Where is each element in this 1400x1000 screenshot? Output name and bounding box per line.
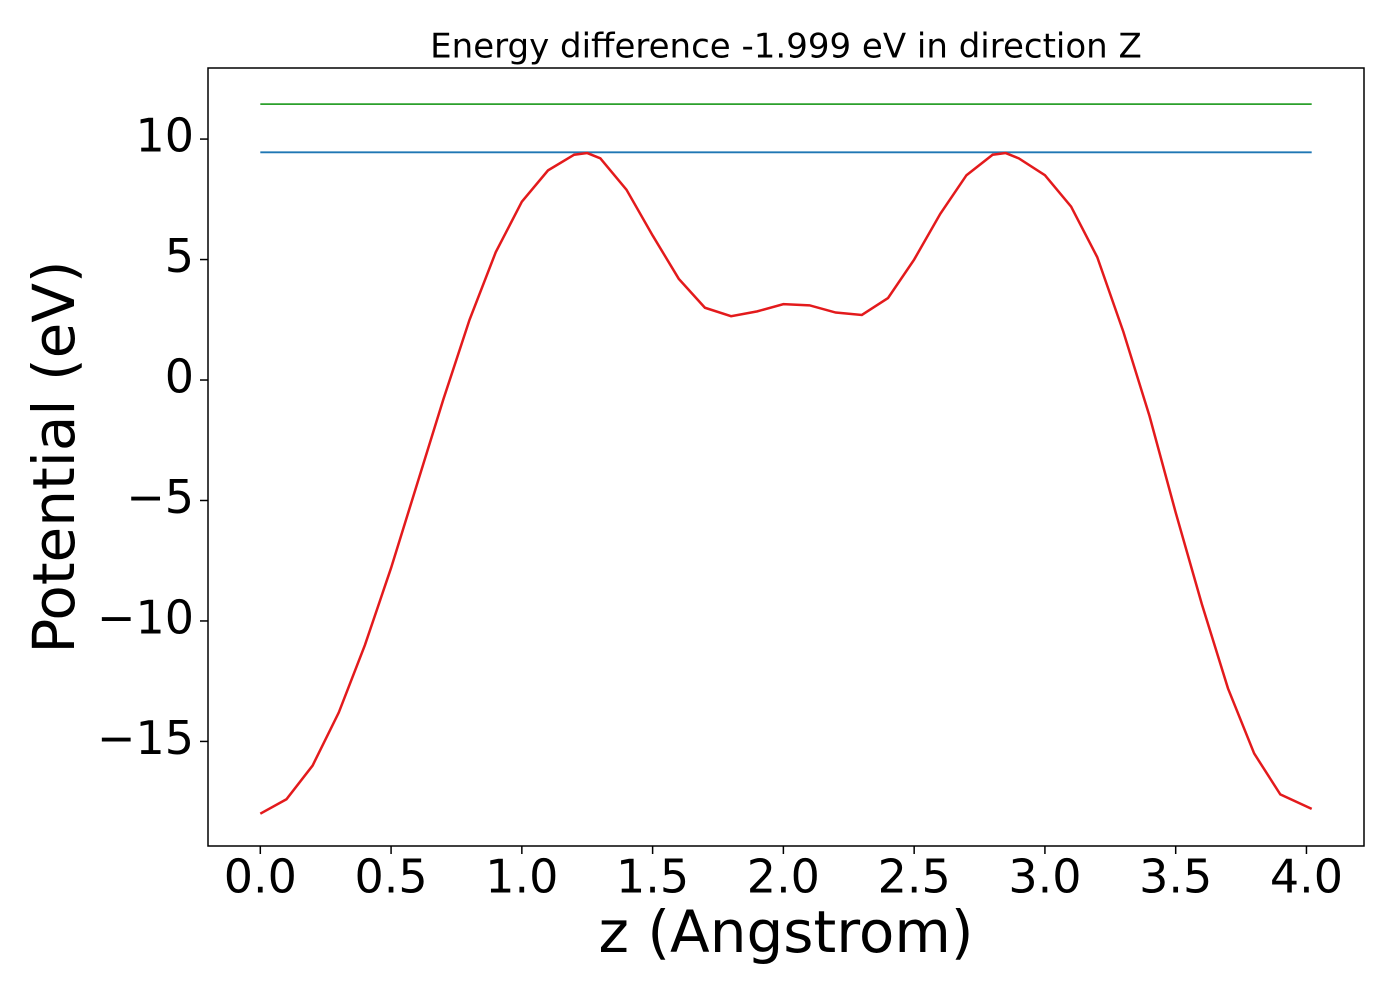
y-tick-label: −10: [97, 590, 194, 644]
x-tick-label: 0.5: [354, 850, 427, 904]
y-tick-label: −15: [97, 711, 194, 765]
x-tick-label: 2.5: [878, 850, 951, 904]
x-tick-label: 1.5: [616, 850, 689, 904]
y-axis-label: Potential (eV): [20, 260, 88, 653]
x-tick-label: 3.0: [1008, 850, 1081, 904]
y-tick-label: 0: [165, 350, 194, 404]
y-tick-label: 10: [135, 109, 194, 163]
x-tick-label: 2.0: [747, 850, 820, 904]
data-line: [259, 151, 1313, 815]
x-tick-label: 3.5: [1139, 850, 1212, 904]
y-tick-label: 5: [165, 229, 194, 283]
x-axis-label: z (Angstrom): [599, 898, 974, 966]
x-tick-label: 0.0: [224, 850, 297, 904]
x-tick-label: 4.0: [1270, 850, 1343, 904]
x-tick-label: 1.0: [485, 850, 558, 904]
plot-frame: [207, 67, 1365, 847]
chart-title: Energy difference -1.999 eV in direction…: [430, 27, 1142, 67]
y-tick-label: −5: [126, 470, 194, 524]
